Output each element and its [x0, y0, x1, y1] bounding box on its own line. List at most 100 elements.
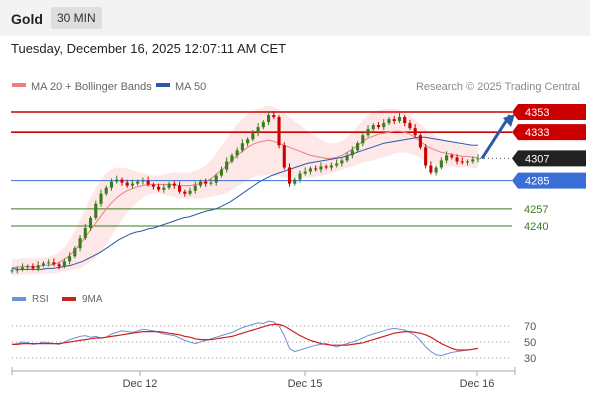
candle-body — [329, 165, 333, 168]
candle-body — [314, 168, 318, 170]
candle-body — [188, 190, 192, 194]
candle-body — [256, 127, 260, 134]
candle-body — [214, 175, 218, 183]
candle-body — [287, 167, 292, 184]
candle-body — [272, 115, 276, 118]
research-credit: Research © 2025 Trading Central — [416, 81, 580, 93]
candle-body — [94, 203, 98, 218]
candle-body — [460, 161, 464, 163]
candle-body — [387, 119, 391, 124]
price-level-tags: 4353 4333 4307 4285 4257 4240 — [512, 104, 586, 233]
candle-body — [303, 171, 307, 174]
instrument-title: Gold — [11, 11, 43, 27]
candle-body — [57, 264, 61, 267]
candle-body — [403, 117, 407, 124]
candle-body — [104, 187, 108, 194]
time-axis-label: Dec 16 — [460, 378, 495, 390]
price-tag-bg-4353 — [512, 104, 586, 120]
price-tag-4257: 4257 — [524, 204, 548, 216]
candle-body — [47, 262, 51, 264]
candle-body — [308, 168, 313, 172]
candle-body — [345, 155, 349, 161]
candle-body — [157, 186, 161, 190]
candle-body — [68, 256, 72, 262]
rsi-tick-70: 70 — [524, 321, 536, 333]
candle-body — [382, 123, 386, 128]
candle-body — [219, 169, 223, 176]
bollinger-band-fill — [12, 105, 478, 276]
price-tag-4353: 4353 — [525, 107, 549, 119]
time-axis-label: Dec 15 — [288, 378, 323, 390]
candle-body — [78, 238, 82, 249]
candle-body — [240, 143, 244, 151]
candle-body — [246, 139, 250, 144]
candle-body — [361, 135, 365, 144]
candle-body — [193, 185, 197, 191]
candle-body — [115, 179, 119, 182]
candle-body — [455, 157, 459, 162]
rsi-panel: 70 50 30 — [11, 320, 536, 365]
candle-body — [162, 187, 166, 190]
candle-body — [335, 163, 339, 166]
rsi-legend-swatch — [12, 297, 26, 301]
candlesticks — [10, 110, 480, 274]
candle-body — [445, 155, 449, 161]
candle-body — [434, 167, 438, 173]
candle-body — [230, 155, 234, 162]
price-tag-4285: 4285 — [525, 176, 549, 188]
candle-body — [73, 248, 77, 257]
ma20-legend-swatch — [12, 83, 26, 87]
rsi-tick-50: 50 — [524, 337, 536, 349]
candle-body — [418, 135, 422, 148]
candle-body — [88, 217, 93, 229]
candle-body — [26, 266, 30, 268]
candle-body — [167, 183, 171, 188]
candle-body — [319, 166, 323, 170]
candle-body — [225, 161, 229, 170]
candle-body — [36, 265, 40, 269]
candle-body — [183, 191, 187, 194]
time-axis-label: Dec 12 — [123, 378, 158, 390]
candle-body — [261, 122, 265, 128]
ma50-legend-swatch — [156, 83, 170, 87]
candle-body — [340, 160, 344, 164]
price-tag-4240: 4240 — [524, 221, 548, 233]
chart-header: Gold 30 MIN — [0, 0, 590, 36]
price-tag-bg-4285 — [512, 172, 586, 189]
candle-body — [471, 159, 475, 162]
price-tag-4333: 4333 — [525, 127, 549, 139]
target-arrow-head — [503, 114, 515, 128]
candle-body — [277, 117, 281, 146]
candle-body — [172, 183, 176, 186]
candle-body — [397, 117, 402, 122]
candle-body — [52, 262, 56, 265]
candle-body — [136, 181, 140, 184]
candle-body — [267, 115, 271, 123]
bollinger-bands — [12, 105, 478, 276]
candle-body — [439, 160, 443, 168]
candle-body — [209, 182, 213, 184]
candle-body — [141, 180, 145, 182]
candle-body — [109, 181, 114, 188]
rsi-ma-legend-swatch — [62, 297, 76, 301]
candle-body — [429, 165, 433, 173]
candle-body — [350, 150, 354, 156]
timeframe-button[interactable]: 30 MIN — [51, 7, 102, 29]
candle-body — [10, 270, 14, 272]
candle-body — [177, 185, 182, 192]
rsi-legend-label: RSI — [32, 294, 49, 305]
candle-body — [62, 261, 66, 267]
rsi-ma-line — [12, 323, 479, 351]
candle-body — [125, 182, 129, 186]
ma20-line — [12, 130, 478, 268]
candle-body — [356, 143, 360, 151]
candle-body — [235, 150, 239, 156]
candle-body — [31, 266, 35, 269]
time-axis: Dec 12 Dec 15 Dec 16 — [11, 367, 516, 390]
analysis-datetime: Tuesday, December 16, 2025 12:07:11 AM C… — [11, 41, 287, 56]
target-arrow — [480, 114, 515, 160]
ma50-legend-label: MA 50 — [175, 81, 206, 93]
price-tag-bg-4307 — [512, 150, 586, 167]
candle-body — [99, 193, 103, 204]
